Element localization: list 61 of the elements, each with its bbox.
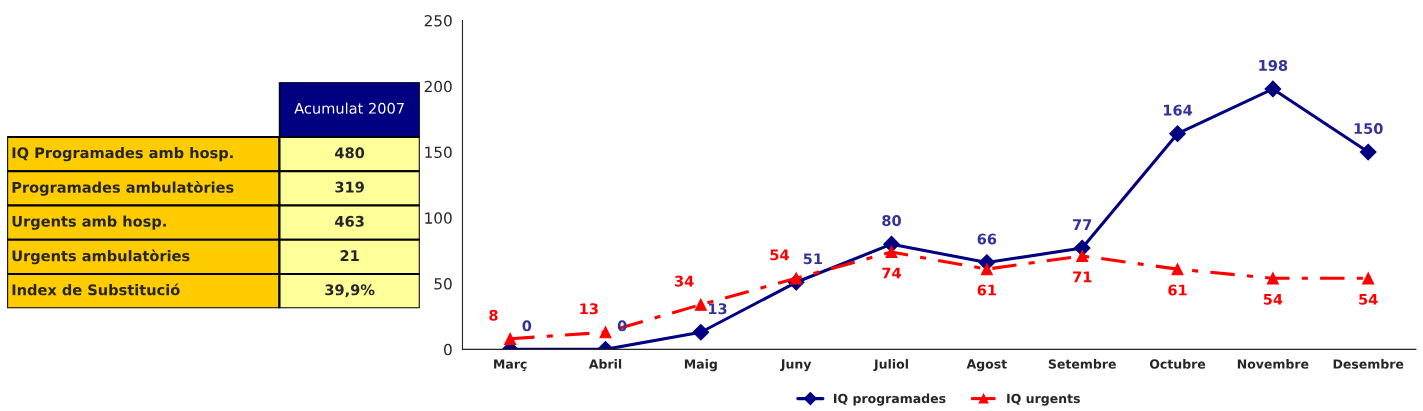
y-tick-label: 200: [424, 80, 452, 93]
x-tick-label: Maig: [684, 359, 717, 372]
y-tick-label: 150: [425, 146, 452, 159]
x-tick-label: Juliol: [873, 359, 908, 372]
point: [599, 326, 612, 339]
x-tick-label: Abril: [588, 359, 622, 369]
data-label: 61: [977, 284, 996, 296]
data-label: 77: [1073, 219, 1092, 230]
y-tick-label: 0: [444, 343, 452, 356]
category-label: Programades ambulatòries: [12, 180, 234, 196]
point: [1169, 125, 1186, 143]
x-tick-label: Juny: [780, 359, 812, 372]
data-label: 61: [1168, 284, 1187, 296]
point: [1264, 80, 1282, 98]
x-tick-label: Setembre: [1048, 359, 1116, 369]
data-label: 164: [1163, 104, 1193, 116]
x-tick-label: Octubre: [1149, 359, 1206, 369]
category-label: Index de Substitució: [12, 283, 180, 296]
text: 319: [335, 181, 364, 193]
point: [692, 323, 710, 341]
data-label: 8: [489, 309, 498, 321]
data-label: 51: [803, 253, 822, 265]
category-label: IQ Programades amb hosp.: [12, 147, 233, 162]
y-tick-label: 250: [424, 15, 452, 27]
point: [1359, 143, 1377, 161]
legend-label: IQ programades: [834, 393, 946, 406]
x-tick-label: Març: [494, 359, 527, 372]
point: [504, 332, 517, 345]
data-label: 13: [580, 303, 598, 315]
point: [1266, 272, 1279, 285]
data-label: 0: [522, 320, 532, 332]
data-label: 66: [977, 233, 997, 245]
point: [885, 245, 898, 259]
point: [1362, 272, 1375, 285]
y-tick-label: 50: [434, 278, 452, 290]
data-label: 54: [1263, 293, 1283, 305]
text: 21: [340, 250, 359, 261]
data-label: 34: [674, 275, 694, 287]
legend-label: IQ urgents: [1007, 393, 1080, 406]
data-label: 54: [1359, 293, 1378, 305]
text: 463: [335, 215, 364, 227]
text: Acumulat 2007: [294, 102, 404, 114]
point: [1076, 249, 1089, 263]
x-tick-label: Novembre: [1237, 359, 1309, 369]
data-label: 71: [1073, 271, 1092, 283]
category-label: Urgents ambulatòries: [12, 249, 190, 265]
data-label: 198: [1259, 59, 1288, 71]
text: 39,9%: [325, 284, 375, 298]
text: 480: [335, 147, 365, 159]
data-label: 150: [1354, 123, 1383, 135]
y-tick-label: 100: [425, 212, 452, 224]
data-label: 74: [882, 267, 901, 279]
x-tick-label: Agost: [966, 359, 1007, 372]
x-tick-label: Desembre: [1333, 359, 1404, 369]
data-label: 80: [882, 215, 901, 227]
point: [694, 298, 707, 311]
point: [980, 263, 993, 276]
data-label: 13: [708, 303, 727, 315]
point: [1171, 263, 1184, 276]
data-label: 54: [770, 249, 789, 261]
category-label: Urgents amb hosp.: [12, 215, 166, 230]
